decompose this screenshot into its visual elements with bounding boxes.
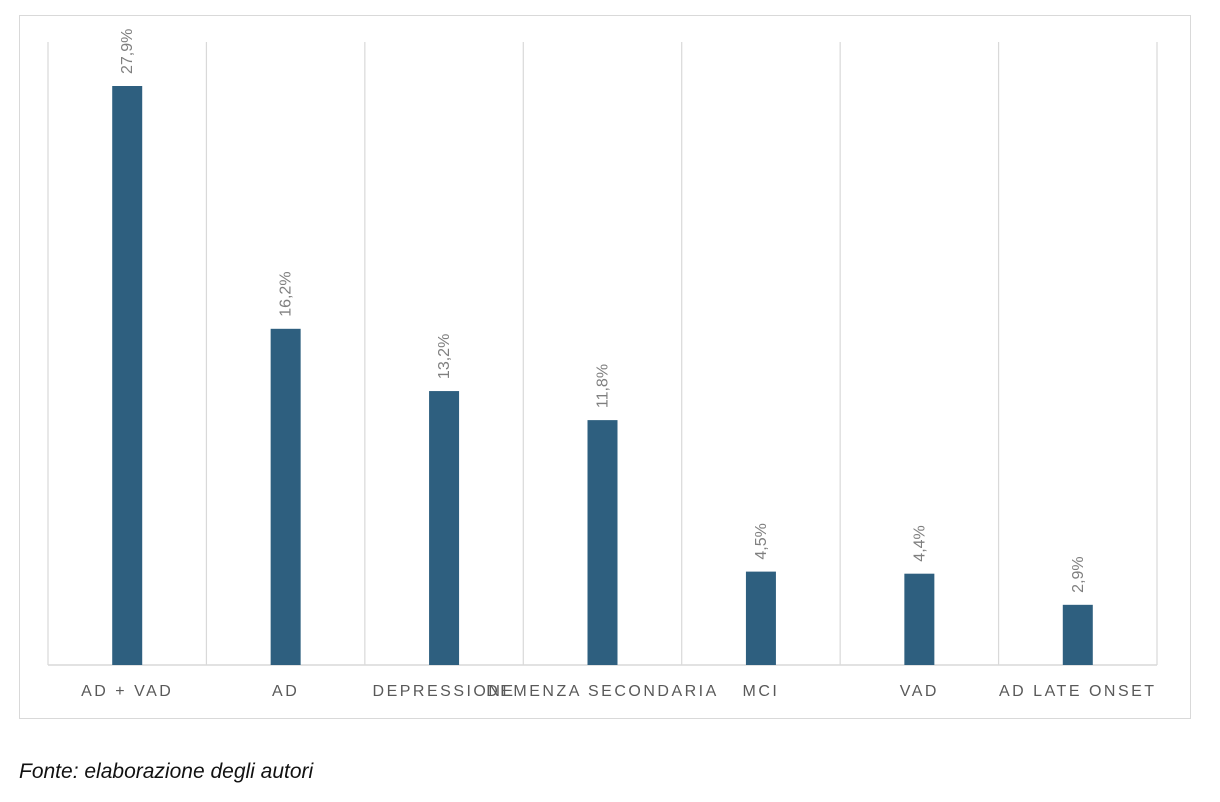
data-label: 27,9% (119, 29, 136, 74)
source-note: Fonte: elaborazione degli autori (19, 760, 314, 783)
category-label: VAD (900, 683, 939, 700)
category-label: AD + VAD (81, 683, 173, 700)
bar (1062, 604, 1093, 665)
data-label: 16,2% (278, 271, 295, 316)
data-label: 13,2% (436, 334, 453, 379)
bar (745, 571, 776, 665)
bar (587, 420, 618, 665)
bar (429, 391, 460, 665)
data-label: 2,9% (1070, 556, 1087, 592)
bar (270, 328, 301, 665)
category-label: DEMENZA SECONDARIA (486, 683, 719, 700)
category-label: DEPRESSIONE (373, 683, 516, 700)
bar (904, 573, 935, 665)
category-label: AD (272, 683, 299, 700)
data-label: 4,5% (753, 523, 770, 559)
category-label: AD LATE ONSET (999, 683, 1157, 700)
category-label: MCI (743, 683, 780, 700)
bar (112, 86, 143, 665)
data-label: 11,8% (595, 364, 612, 408)
data-label: 4,4% (911, 525, 928, 561)
bar-chart: 27,9% AD + VAD 16,2% AD 13,2% DEPRESSIONE 11,8… (47, 29, 1158, 700)
